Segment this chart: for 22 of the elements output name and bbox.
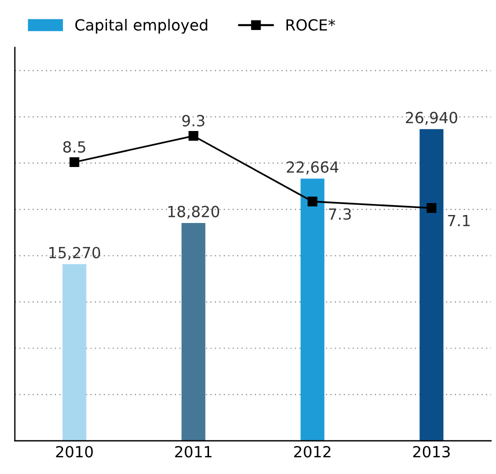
x-tick-label: 2011 [175,446,212,458]
data-label: 15,270 [49,246,100,260]
x-tick-label: 2010 [56,446,93,458]
point [308,196,318,206]
data-label: 8.5 [63,141,86,153]
data-label: 18,820 [168,206,220,219]
x-tick-label: 2012 [294,446,330,458]
bar [300,178,324,441]
data-label: 26,940 [406,112,458,125]
data-label: 22,664 [286,161,338,174]
data-label: 7.3 [329,208,351,220]
data-label: 9.3 [182,114,204,126]
legend-label: ROCE* [286,19,336,31]
legend-label: Capital employed [75,18,208,34]
x-tick-label: 2013 [413,446,450,458]
bar [182,223,206,441]
point [188,131,198,141]
point [70,157,80,168]
point [426,203,436,213]
bar [420,129,444,441]
bar [62,264,86,441]
data-label: 7.1 [448,215,470,226]
